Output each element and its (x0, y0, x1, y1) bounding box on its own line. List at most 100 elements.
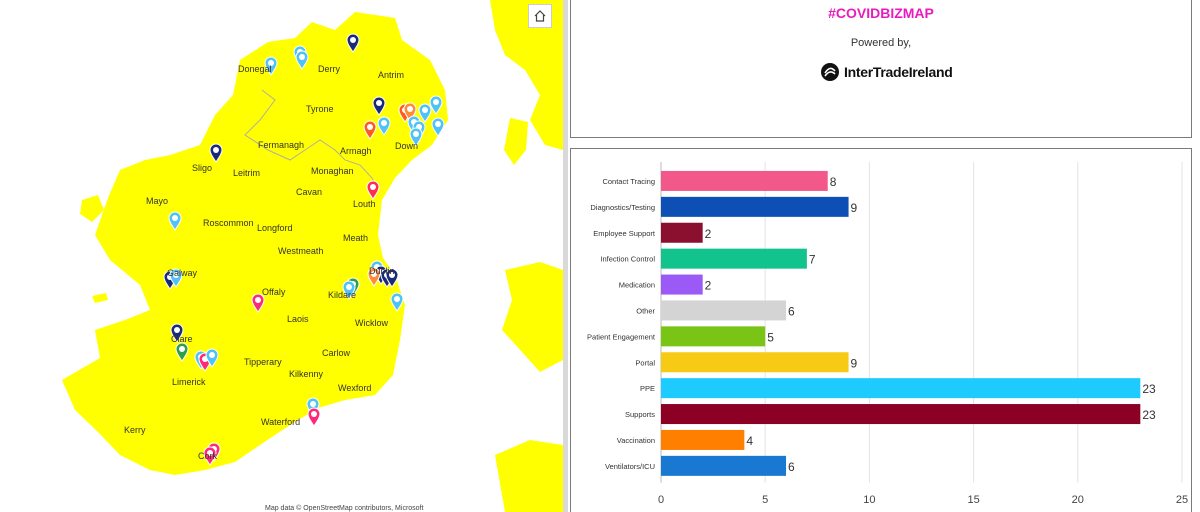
map-panel[interactable]: Donegal Derry Antrim Tyrone Fermanagh Armagh D… (0, 0, 563, 512)
county-label-sligo: Sligo (192, 163, 213, 173)
county-label-wexford: Wexford (338, 383, 372, 393)
map-pin[interactable] (377, 116, 391, 136)
value-label: 23 (1142, 408, 1156, 422)
value-label: 8 (830, 175, 837, 189)
map-pin[interactable] (264, 56, 278, 76)
county-label-wicklow: Wicklow (355, 318, 388, 328)
county-label-meath: Meath (343, 233, 369, 243)
aran-islands (92, 293, 108, 303)
map-pin[interactable] (366, 180, 380, 200)
category-label: Infection Control (600, 255, 655, 264)
category-label: Vaccination (617, 436, 655, 445)
map-pin[interactable] (346, 33, 360, 53)
county-label-westmeath: Westmeath (278, 246, 324, 256)
value-label: 4 (746, 434, 753, 448)
value-label: 23 (1142, 382, 1156, 396)
map-pin[interactable] (403, 102, 417, 122)
county-label-antrim: Antrim (378, 70, 405, 80)
intertradeireland-logo: InterTradeIreland (820, 61, 953, 83)
map-pin[interactable] (363, 120, 377, 140)
hashtag-title: #COVIDBIZMAP (828, 5, 934, 21)
map-pin[interactable] (203, 446, 217, 466)
ireland-map[interactable] (0, 0, 563, 512)
bar-diagnostics-testing[interactable] (661, 196, 849, 217)
home-button[interactable] (528, 4, 552, 28)
achill-island (80, 195, 104, 222)
map-pin[interactable] (170, 323, 184, 343)
bar-portal[interactable] (661, 352, 849, 373)
map-pin[interactable] (429, 95, 443, 115)
home-icon (534, 10, 546, 22)
map-pin[interactable] (175, 342, 189, 362)
county-label-clare: Clare (171, 334, 193, 344)
value-label: 9 (851, 201, 858, 215)
county-label-down: Down (395, 141, 419, 151)
map-pin[interactable] (418, 103, 432, 123)
bar-contact-tracing[interactable] (661, 170, 828, 191)
bar-vaccination[interactable] (661, 429, 745, 450)
x-tick-label: 10 (863, 494, 875, 506)
county-label-dublin: Dublin (369, 266, 395, 276)
county-label-waterford: Waterford (261, 417, 301, 427)
category-label: Supports (625, 410, 655, 419)
header-panel: #COVIDBIZMAP Powered by, (570, 0, 1192, 138)
value-label: 9 (851, 356, 858, 370)
bar-medication[interactable] (661, 274, 703, 295)
county-label-kerry: Kerry (124, 425, 146, 435)
category-label: PPE (640, 384, 655, 393)
county-label-kildare: Kildare (328, 290, 357, 300)
bar-supports[interactable] (661, 404, 1141, 425)
britain-land-southwest (495, 440, 563, 512)
map-pin[interactable] (251, 293, 265, 313)
map-pin[interactable] (307, 407, 321, 427)
county-label-monaghan: Monaghan (311, 166, 354, 176)
map-pin[interactable] (306, 397, 320, 417)
panel-divider[interactable] (563, 0, 568, 512)
bar-infection-control[interactable] (661, 248, 807, 269)
category-label: Ventilators/ICU (605, 462, 655, 471)
value-label: 2 (705, 227, 712, 241)
map-pin[interactable] (409, 127, 423, 147)
category-label: Portal (635, 358, 655, 367)
county-label-laois: Laois (287, 314, 309, 324)
map-pin[interactable] (168, 211, 182, 231)
map-pin[interactable] (385, 268, 399, 288)
county-label-roscommon: Roscommon (203, 218, 254, 228)
map-pin[interactable] (431, 117, 445, 137)
county-label-galway: Galway (167, 268, 198, 278)
county-label-tyrone: Tyrone (306, 104, 334, 114)
county-label-derry: Derry (318, 64, 340, 74)
powered-by-text: Powered by, (850, 37, 912, 49)
bar-ventilators-icu[interactable] (661, 455, 787, 476)
bar-other[interactable] (661, 300, 787, 321)
value-label: 6 (788, 460, 795, 474)
map-pin[interactable] (169, 268, 183, 288)
bar-patient-engagement[interactable] (661, 326, 766, 347)
ireland-land (62, 12, 448, 475)
county-label-tipperary: Tipperary (244, 357, 282, 367)
map-pin[interactable] (390, 292, 404, 312)
category-label: Contact Tracing (602, 177, 655, 186)
map-pin[interactable] (342, 280, 356, 300)
county-label-carlow: Carlow (322, 348, 351, 358)
county-label-louth: Louth (353, 199, 376, 209)
map-pin[interactable] (295, 50, 309, 70)
value-label: 2 (705, 279, 712, 293)
value-label: 5 (767, 330, 774, 344)
category-label: Medication (619, 281, 655, 290)
map-pin[interactable] (367, 267, 381, 287)
intertradeireland-logo-icon (821, 63, 839, 81)
county-label-cavan: Cavan (296, 187, 323, 197)
x-tick-label: 25 (1176, 494, 1188, 506)
map-pin[interactable] (205, 348, 219, 368)
county-label-kilkenny: Kilkenny (289, 369, 324, 379)
county-label-offaly: Offaly (262, 287, 286, 297)
bar-employee-support[interactable] (661, 222, 703, 243)
bar-ppe[interactable] (661, 378, 1141, 399)
county-label-donegal: Donegal (238, 64, 272, 74)
map-pin[interactable] (372, 96, 386, 116)
map-pin[interactable] (209, 143, 223, 163)
county-label-fermanagh: Fermanagh (258, 140, 305, 150)
county-label-limerick: Limerick (172, 377, 206, 387)
britain-land-wales (502, 262, 563, 372)
